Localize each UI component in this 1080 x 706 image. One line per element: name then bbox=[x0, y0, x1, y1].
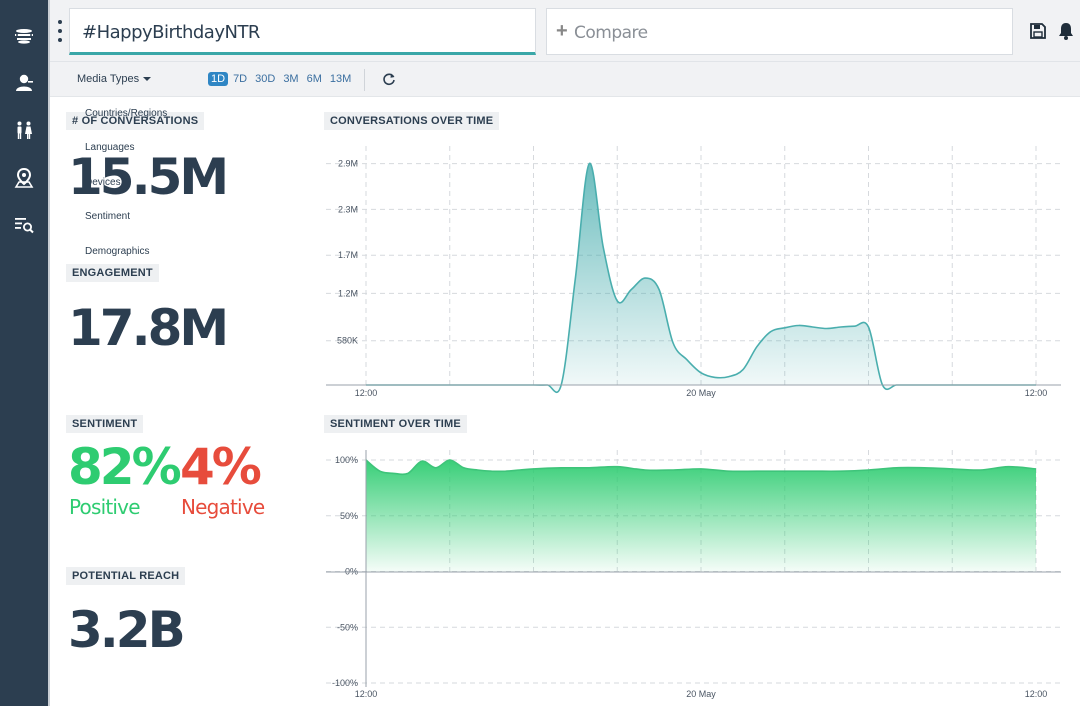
negative-label: Negative bbox=[181, 495, 265, 519]
negative-value: 4% bbox=[180, 438, 262, 496]
x-tick-label: 12:00 bbox=[355, 689, 378, 699]
x-tick-label: 20 May bbox=[686, 689, 716, 699]
reach-value: 3.2B bbox=[68, 601, 186, 659]
caret-down-icon bbox=[143, 77, 152, 82]
map-pin-icon bbox=[14, 167, 34, 188]
x-tick-label: 12:00 bbox=[1025, 388, 1048, 398]
y-tick-label: 2.3M bbox=[338, 204, 358, 214]
sentiment-chart-title: SENTIMENT OVER TIME bbox=[324, 415, 467, 433]
y-tick-label: 1.7M bbox=[338, 250, 358, 260]
range-30d[interactable]: 30D bbox=[255, 73, 276, 85]
positive-value: 82% bbox=[68, 438, 182, 496]
range-13m[interactable]: 13M bbox=[329, 73, 352, 85]
series-area bbox=[366, 460, 1036, 572]
compare-placeholder: Compare bbox=[574, 23, 648, 43]
range-1d[interactable]: 1D bbox=[208, 72, 229, 86]
filter-bar: Media Types 1D 7D 30D 3M 6M 13M bbox=[50, 62, 1080, 97]
compare-input[interactable]: + Compare bbox=[546, 8, 1013, 55]
x-tick-label: 12:00 bbox=[355, 388, 378, 398]
conversations-chart: 580K 1.2M 1.7M 2.3M 2.9M 12:00 20 May 12:00 bbox=[326, 146, 1061, 398]
x-tick-label: 12:00 bbox=[1025, 689, 1048, 699]
engagement-label: ENGAGEMENT bbox=[66, 264, 159, 282]
engagement-value: 17.8M bbox=[68, 299, 229, 357]
y-tick-label: 1.2M bbox=[338, 288, 358, 298]
range-selector: 1D 7D 30D 3M 6M 13M bbox=[208, 72, 356, 86]
sidebar-item-locations[interactable] bbox=[0, 160, 48, 196]
sidebar-item-search-list[interactable] bbox=[0, 207, 48, 243]
conversations-chart-title: CONVERSATIONS OVER TIME bbox=[324, 112, 500, 130]
media-types-dropdown[interactable]: Media Types bbox=[77, 73, 152, 85]
menu-item-sentiment[interactable]: Sentiment bbox=[85, 211, 131, 222]
sidebar-item-overview[interactable] bbox=[0, 18, 48, 54]
menu-item-devices[interactable]: Devices bbox=[85, 177, 121, 188]
sidebar bbox=[0, 0, 48, 706]
more-menu-icon[interactable] bbox=[55, 20, 65, 42]
conversations-label: # OF CONVERSATIONS bbox=[66, 112, 205, 130]
query-text: #HappyBirthdayNTR bbox=[82, 22, 260, 43]
sidebar-border bbox=[48, 0, 50, 706]
y-tick-label: -100% bbox=[332, 678, 358, 688]
layers-icon bbox=[15, 29, 33, 44]
menu-item-countries[interactable]: Countries/Regions bbox=[85, 108, 168, 119]
y-tick-label: -50% bbox=[337, 622, 358, 632]
y-tick-label: 100% bbox=[335, 455, 358, 465]
series-line bbox=[365, 459, 1037, 476]
plus-icon: + bbox=[556, 20, 568, 42]
header: #HappyBirthdayNTR + Compare bbox=[50, 0, 1080, 62]
male-female-icon bbox=[17, 121, 32, 139]
range-7d[interactable]: 7D bbox=[233, 73, 248, 85]
divider bbox=[364, 69, 365, 91]
x-tick-label: 20 May bbox=[686, 388, 716, 398]
range-6m[interactable]: 6M bbox=[306, 73, 322, 85]
media-types-label: Media Types bbox=[77, 73, 140, 85]
list-search-icon bbox=[15, 218, 34, 234]
sidebar-item-people[interactable] bbox=[0, 65, 48, 101]
series-area bbox=[366, 163, 1036, 393]
menu-item-languages[interactable]: Languages bbox=[85, 142, 135, 153]
sidebar-item-demographics[interactable] bbox=[0, 113, 48, 149]
user-icon bbox=[16, 74, 33, 91]
y-tick-label: 2.9M bbox=[338, 159, 358, 169]
bell-icon[interactable] bbox=[1057, 21, 1075, 41]
y-tick-label: 580K bbox=[337, 336, 358, 346]
sentiment-label: SENTIMENT bbox=[66, 415, 144, 433]
y-tick-label: 50% bbox=[340, 511, 358, 521]
menu-item-demographics[interactable]: Demographics bbox=[85, 246, 150, 257]
range-3m[interactable]: 3M bbox=[283, 73, 299, 85]
sentiment-chart: 100%50%0%-50%-100%12:00 20 May 12:00 bbox=[326, 450, 1061, 699]
query-input[interactable]: #HappyBirthdayNTR bbox=[69, 8, 536, 55]
reach-label: POTENTIAL REACH bbox=[66, 567, 186, 585]
positive-label: Positive bbox=[69, 495, 140, 519]
refresh-icon[interactable] bbox=[382, 72, 396, 86]
save-icon[interactable] bbox=[1029, 22, 1047, 40]
conversations-value: 15.5M bbox=[68, 148, 229, 206]
